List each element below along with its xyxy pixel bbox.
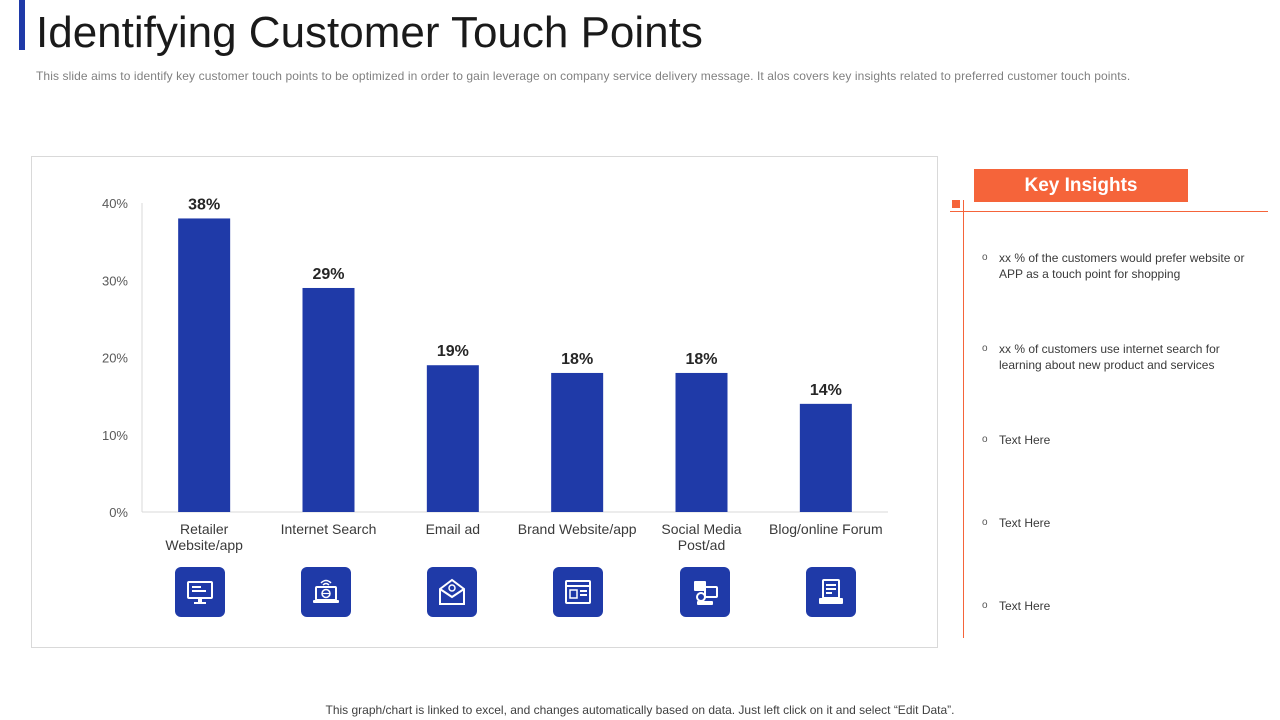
x-tick-label: Email ad — [426, 521, 480, 537]
y-tick-label: 10% — [102, 428, 128, 443]
bullet-circle-icon: o — [982, 434, 988, 445]
bullet-circle-icon: o — [982, 343, 988, 354]
bullet-circle-icon: o — [982, 600, 988, 611]
title-accent-bar — [19, 0, 25, 50]
insight-item: o Text Here — [982, 599, 1051, 613]
data-label: 19% — [437, 343, 469, 360]
bar — [426, 365, 479, 512]
decorative-square — [952, 200, 960, 208]
bar — [551, 372, 604, 512]
x-tick-label: Internet Search — [281, 521, 377, 537]
social-media-icon — [680, 567, 730, 617]
data-label: 29% — [312, 266, 344, 283]
insight-item: o Text Here — [982, 516, 1051, 530]
page-subtitle: This slide aims to identify key customer… — [36, 69, 1131, 83]
footer-note: This graph/chart is linked to excel, and… — [325, 703, 955, 717]
blog-icon — [806, 567, 856, 617]
x-tick-label: Social Media — [661, 521, 741, 537]
data-label: 18% — [685, 351, 717, 368]
bar — [302, 287, 355, 512]
divider-line — [950, 211, 1268, 212]
monitor-icon — [175, 567, 225, 617]
bullet-circle-icon: o — [982, 517, 988, 528]
x-tick-label: Website/app — [165, 537, 243, 553]
globe-laptop-icon — [301, 567, 351, 617]
timeline-line — [963, 200, 964, 638]
insight-item: o xx % of the customers would prefer web… — [982, 251, 1245, 281]
x-tick-label: Brand Website/app — [518, 521, 637, 537]
envelope-icon — [427, 567, 477, 617]
page-title: Identifying Customer Touch Points — [36, 8, 703, 57]
key-insights-header: Key Insights — [974, 169, 1188, 202]
insight-item: o xx % of customers use internet search … — [982, 342, 1220, 372]
data-label: 18% — [561, 351, 593, 368]
bar — [799, 403, 852, 512]
y-tick-label: 40% — [102, 196, 128, 211]
data-label: 14% — [810, 382, 842, 399]
browser-icon — [553, 567, 603, 617]
bullet-circle-icon: o — [982, 252, 988, 263]
insight-item: o Text Here — [982, 433, 1051, 447]
bar — [675, 372, 728, 512]
x-tick-label: Retailer — [180, 521, 229, 537]
bar — [178, 218, 231, 512]
y-tick-label: 20% — [102, 351, 128, 366]
data-label: 38% — [188, 196, 220, 213]
x-tick-label: Blog/online Forum — [769, 521, 883, 537]
y-tick-label: 0% — [109, 505, 128, 520]
x-tick-label: Post/ad — [678, 537, 725, 553]
y-tick-label: 30% — [102, 273, 128, 288]
chart-frame[interactable] — [31, 156, 938, 648]
